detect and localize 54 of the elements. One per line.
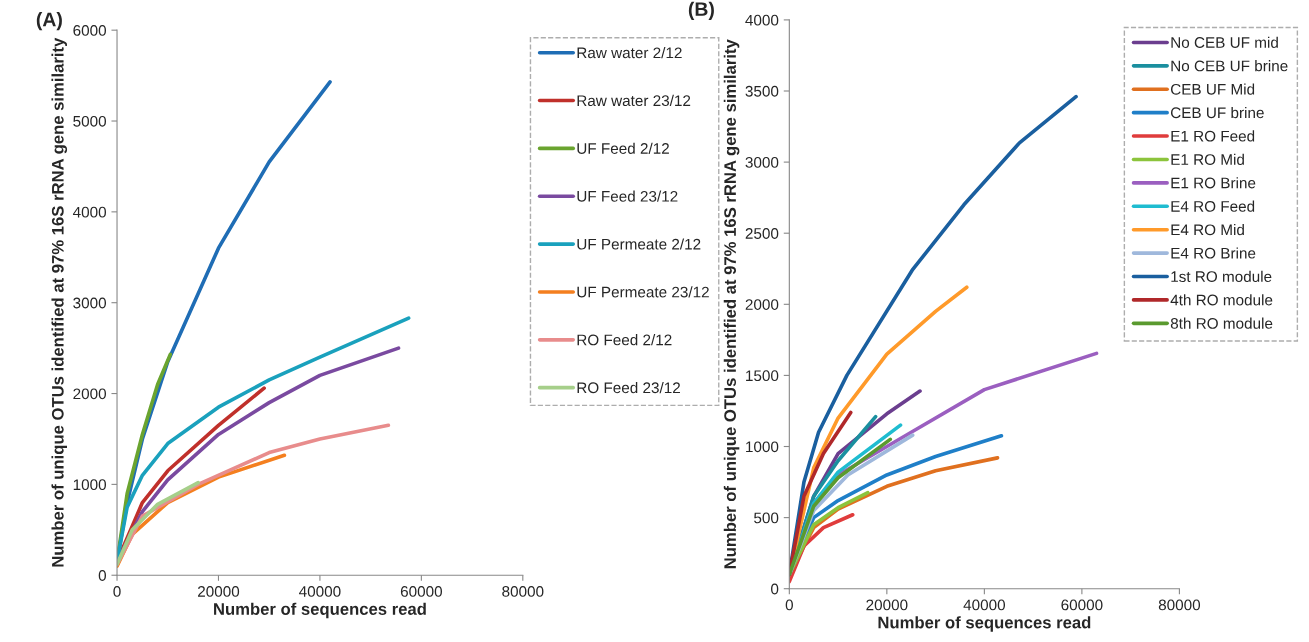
legend-label: UF Feed 23/12	[577, 190, 678, 202]
y-tick-label: 1000	[73, 479, 107, 491]
x-tick-label: 40000	[963, 599, 1006, 611]
text: (A)	[36, 12, 62, 31]
legend-label: UF Permeate 23/12	[577, 286, 709, 298]
legend-label: Raw water 2/12	[577, 46, 682, 59]
legend-label: E1 RO Mid	[1171, 153, 1244, 165]
x-tick-label: 0	[785, 599, 793, 611]
legend-label: E1 RO Brine	[1171, 177, 1256, 189]
y-tick-label: 2000	[745, 299, 779, 310]
x-axis-title: Number of sequences read	[878, 616, 1091, 632]
y-tick-label: 3000	[745, 156, 779, 168]
x-tick-label: 40000	[299, 586, 341, 597]
legend-label: Raw water 23/12	[577, 94, 691, 107]
y-tick-label: 4000	[72, 206, 107, 218]
line-series	[117, 480, 200, 567]
legend-label: E4 RO Brine	[1171, 247, 1256, 259]
y-tick-label: 0	[98, 570, 107, 581]
y-tick-label: 2500	[745, 228, 779, 239]
legend-label: E4 RO Feed	[1171, 200, 1255, 212]
legend-label: CEB UF Mid	[1170, 83, 1255, 95]
legend-label: RO Feed 2/12	[577, 334, 672, 346]
x-tick-label: 20000	[198, 586, 240, 597]
legend-label: CEB UF brine	[1170, 106, 1264, 119]
x-tick-label: 80000	[1158, 599, 1201, 611]
x-tick-label: 80000	[502, 586, 544, 597]
legend-label: UF Feed 2/12	[577, 142, 669, 154]
line-series	[789, 437, 893, 577]
x-tick-label: 60000	[400, 586, 443, 597]
legend-label: 4th RO module	[1170, 294, 1273, 306]
y-tick-label: 4000	[745, 14, 779, 26]
y-tick-label: 500	[754, 512, 779, 524]
y-tick-label: 6000	[73, 25, 107, 36]
y-axis-title: Number of unique OTUs identified at 97% 16S rRNA gene similarity	[51, 37, 68, 567]
legend-label: E1 RO Feed	[1171, 130, 1255, 142]
y-tick-label: 3000	[73, 297, 107, 309]
x-tick-label: 20000	[866, 599, 908, 611]
text: (B)	[688, 1, 714, 20]
y-tick-label: 1000	[746, 441, 779, 453]
legend-label: No CEB UF brine	[1171, 60, 1288, 72]
legend-label: 8th RO module	[1170, 317, 1273, 329]
y-tick-label: 1500	[746, 370, 779, 382]
legend-label: E4 RO Mid	[1171, 223, 1244, 236]
legend-label: UF Permeate 2/12	[577, 238, 701, 250]
x-axis-title: Number of sequences read	[214, 602, 426, 619]
legend-label: 1st RO module	[1171, 270, 1272, 283]
y-axis-title: Number of unique OTUs identified at 97% 16S rRNA gene similarity	[723, 39, 740, 569]
y-tick-label: 3500	[745, 85, 779, 97]
y-tick-label: 5000	[73, 115, 107, 127]
y-tick-label: 2000	[73, 388, 107, 400]
legend-label: RO Feed 23/12	[577, 381, 680, 394]
x-tick-label: 0	[113, 586, 121, 597]
x-tick-label: 60000	[1061, 599, 1103, 611]
legend-label: No CEB UF mid	[1171, 36, 1278, 48]
